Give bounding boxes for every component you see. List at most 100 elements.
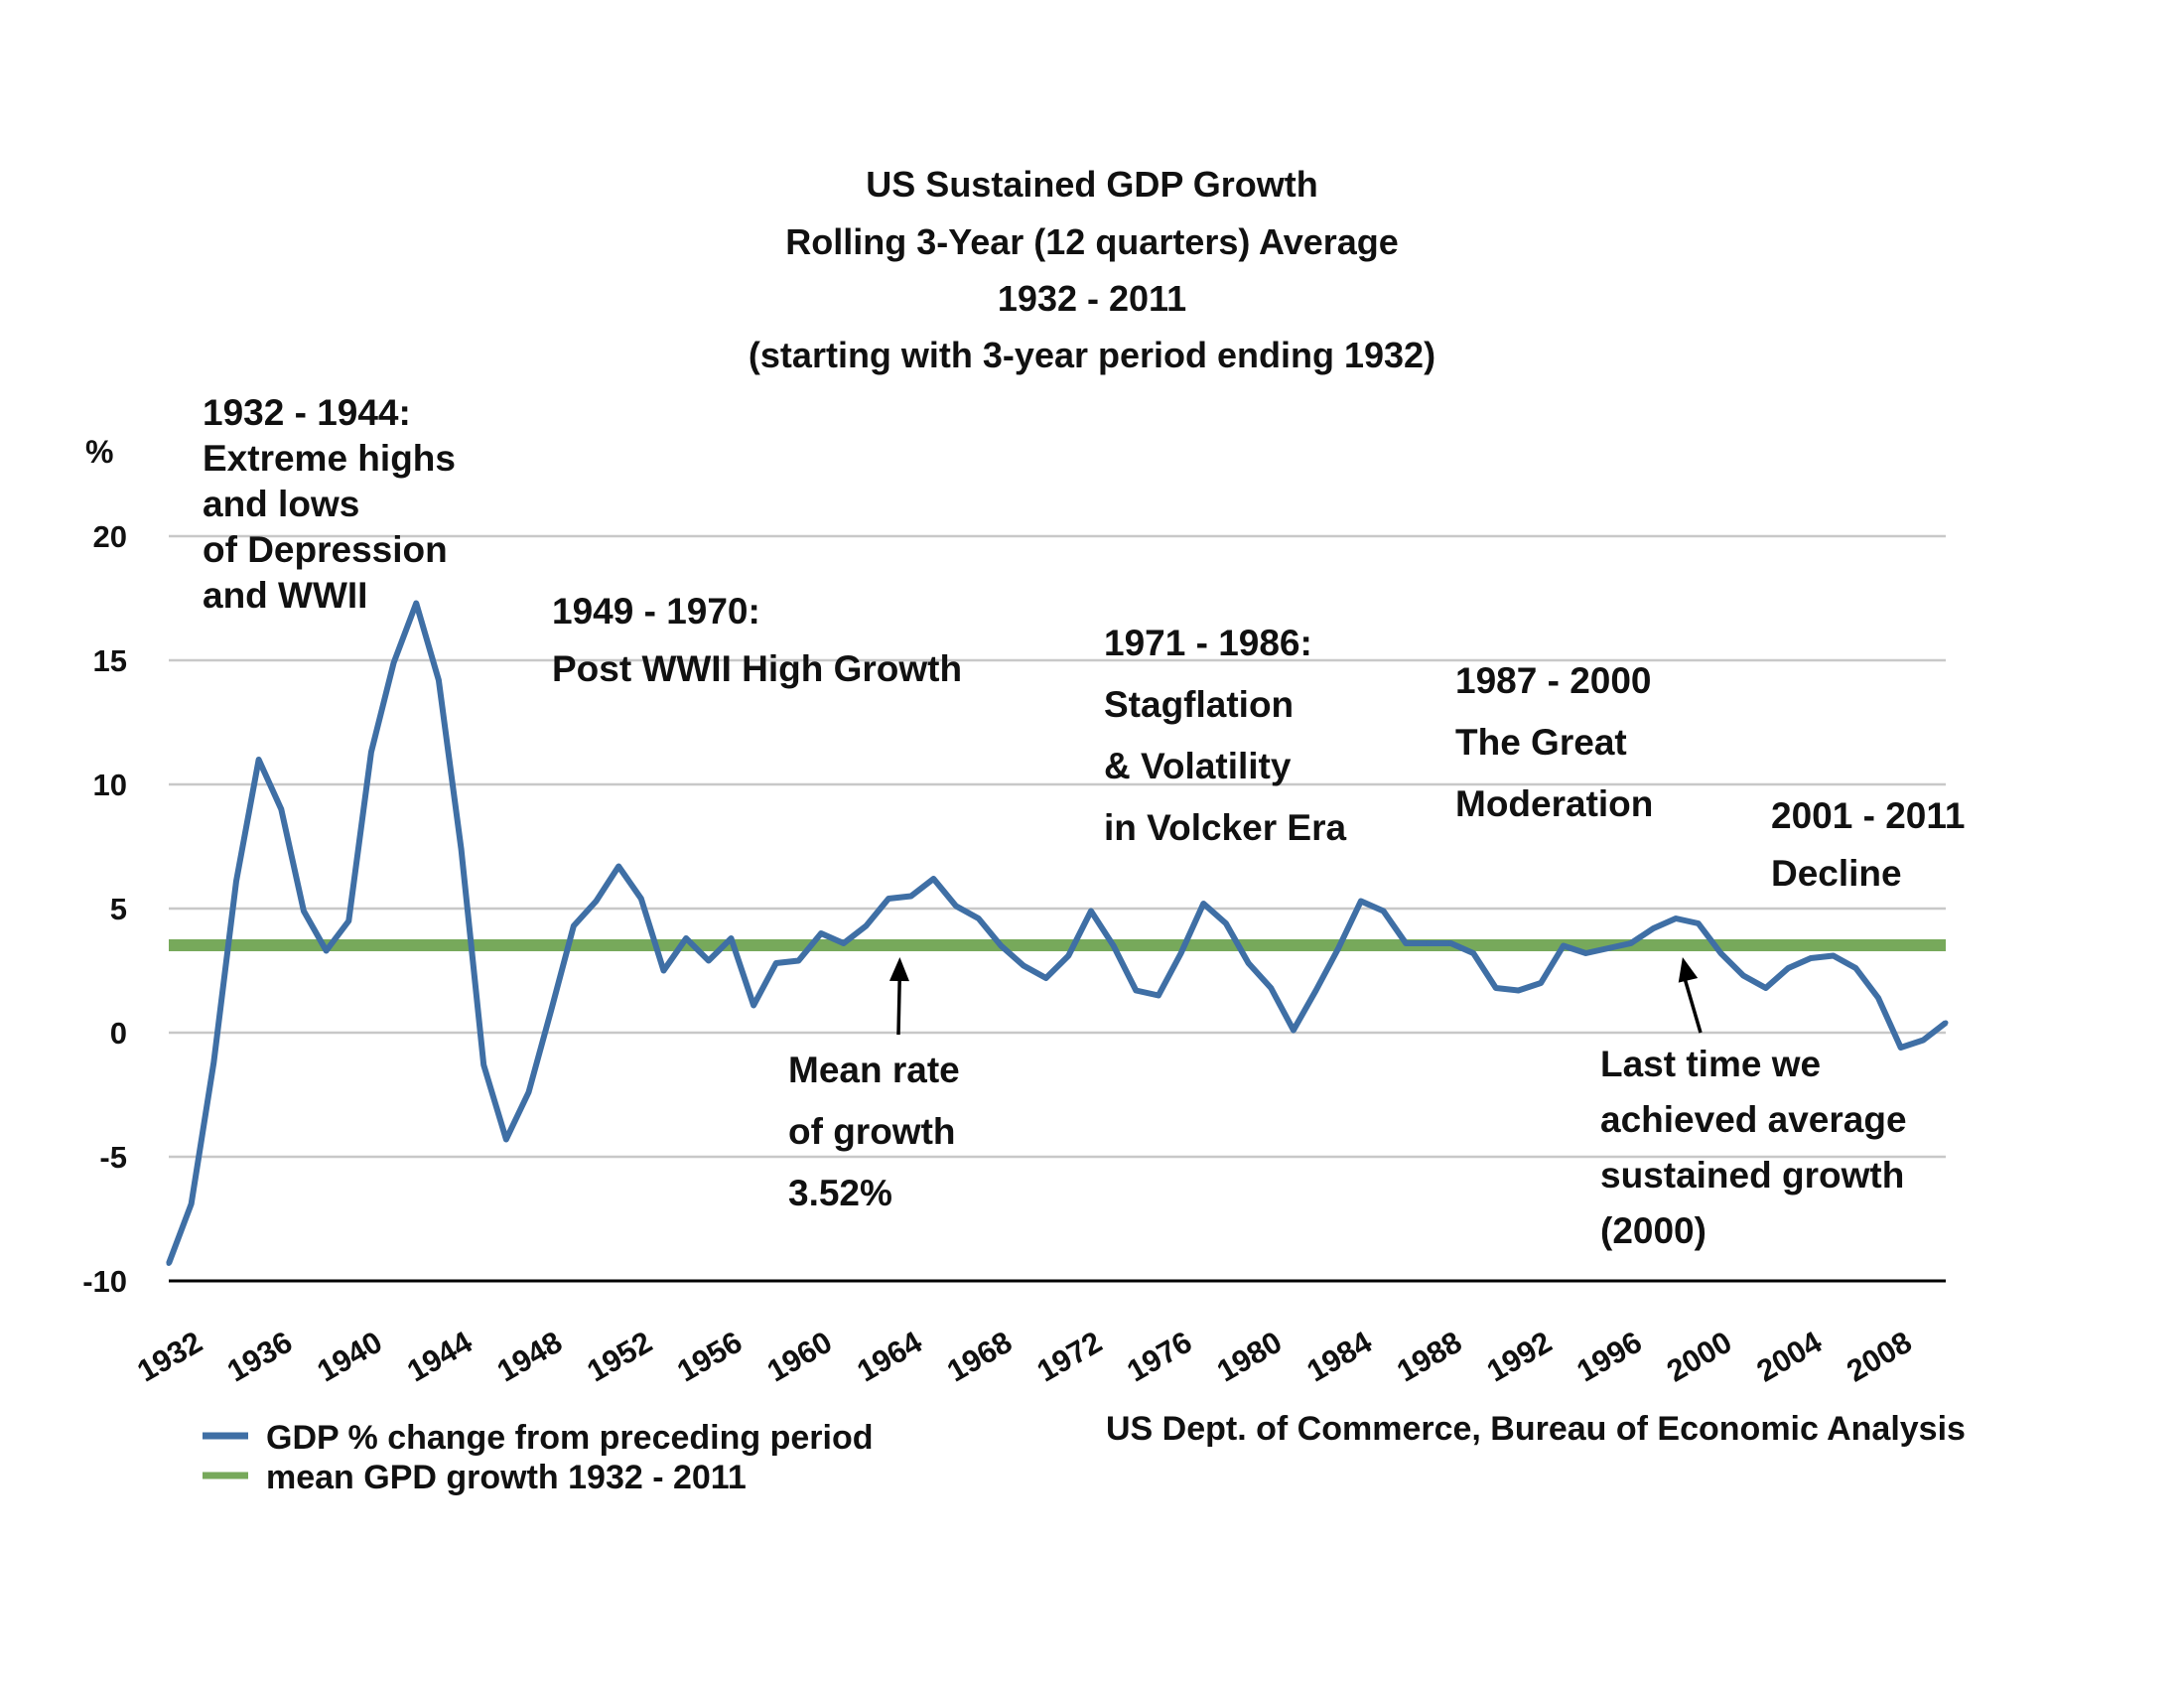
- data-point-gdp: [1898, 1045, 1904, 1051]
- annotation-text-line: The Great: [1455, 722, 1627, 763]
- data-point-gdp: [1065, 953, 1071, 958]
- x-tick-label: 1976: [1121, 1325, 1197, 1389]
- data-point-gdp: [1223, 920, 1229, 926]
- y-tick-label: -10: [82, 1264, 127, 1299]
- x-tick-label: 1944: [401, 1324, 478, 1388]
- x-tick-label: 2008: [1841, 1325, 1917, 1389]
- data-point-gdp: [1763, 985, 1769, 991]
- data-point-gdp: [1628, 940, 1634, 946]
- x-axis-tick-labels: 1932 1936 1940 1944 1948 1952 1956 1960 1964 1968…: [131, 1324, 1917, 1388]
- data-point-gdp: [503, 1137, 509, 1142]
- data-point-gdp: [1043, 975, 1049, 981]
- annotation-text-line: in Volcker Era: [1104, 807, 1346, 848]
- data-point-gdp: [301, 909, 307, 914]
- data-point-gdp: [1178, 950, 1184, 956]
- data-point-gdp: [1673, 915, 1679, 921]
- data-point-gdp: [818, 930, 824, 936]
- data-point-gdp: [638, 896, 644, 902]
- annotation-mean-rate: Mean rate of growth 3.52%: [788, 957, 960, 1213]
- annotation-text-line: 1932 - 1944:: [203, 392, 411, 433]
- data-point-gdp: [1335, 945, 1341, 951]
- legend-label-mean: mean GPD growth 1932 - 2011: [266, 1459, 747, 1496]
- x-tick-label: 1980: [1211, 1325, 1288, 1389]
- annotation-text-line: sustained growth: [1600, 1155, 1904, 1196]
- x-tick-label: 1936: [221, 1325, 298, 1389]
- data-point-gdp: [751, 1003, 756, 1008]
- annotation-arrow-head: [1678, 957, 1699, 983]
- data-point-gdp: [1605, 945, 1611, 951]
- annotation-text-line: 1971 - 1986:: [1104, 623, 1312, 663]
- data-point-gdp: [1111, 943, 1117, 948]
- data-point-gdp: [210, 1059, 216, 1065]
- data-point-gdp: [436, 677, 442, 683]
- x-tick-label: 1964: [851, 1324, 928, 1388]
- data-point-gdp: [189, 1201, 195, 1206]
- data-point-gdp: [1313, 988, 1319, 993]
- data-point-gdp: [683, 935, 689, 941]
- data-point-gdp: [1448, 940, 1454, 946]
- chart-title-line-3: 1932 - 2011: [998, 278, 1186, 319]
- data-point-gdp: [1561, 943, 1567, 948]
- x-tick-label: 1932: [131, 1325, 207, 1389]
- y-tick-label: 15: [93, 643, 127, 678]
- annotation-arrow-shaft: [1681, 970, 1703, 1034]
- annotation-text-line: Stagflation: [1104, 684, 1294, 725]
- annotation-text-line: achieved average: [1600, 1099, 1907, 1140]
- annotation-text-line: of Depression: [203, 529, 448, 570]
- x-tick-label: 2004: [1751, 1324, 1829, 1388]
- y-tick-label: 5: [110, 892, 127, 926]
- data-point-gdp: [413, 601, 419, 606]
- annotation-text-line: Moderation: [1455, 783, 1653, 824]
- y-tick-label: 10: [93, 768, 127, 802]
- series-lines: [166, 600, 1949, 1266]
- data-point-gdp: [1358, 899, 1364, 904]
- chart-title-line-2: Rolling 3-Year (12 quarters) Average: [785, 221, 1399, 262]
- data-point-gdp: [1515, 988, 1521, 993]
- x-tick-label: 1940: [312, 1325, 388, 1389]
- x-tick-label: 1996: [1570, 1325, 1647, 1389]
- annotation-text-line: and WWII: [203, 575, 367, 616]
- data-point-gdp: [795, 958, 801, 963]
- data-point-gdp: [1426, 940, 1432, 946]
- data-point-gdp: [1291, 1028, 1297, 1033]
- data-point-gdp: [660, 968, 666, 973]
- data-point-gdp: [233, 879, 239, 884]
- data-point-gdp: [615, 864, 621, 869]
- y-axis-unit-label: %: [85, 434, 113, 470]
- annotation-text-line: Decline: [1771, 853, 1902, 894]
- data-point-gdp: [459, 846, 465, 852]
- data-point-gdp: [1156, 993, 1161, 998]
- chart-title-line-1: US Sustained GDP Growth: [866, 164, 1317, 205]
- data-point-gdp: [594, 899, 600, 904]
- annotation-arrow-shaft: [896, 970, 902, 1036]
- data-point-gdp: [1470, 950, 1476, 956]
- data-point-gdp: [841, 940, 847, 946]
- data-point-gdp: [324, 948, 330, 953]
- annotation-arrow-head: [888, 957, 909, 982]
- data-point-gdp: [773, 960, 779, 966]
- annotation-text-line: Post WWII High Growth: [552, 648, 962, 689]
- annotation-last-time: Last time we achieved average sustained gr…: [1600, 957, 1907, 1251]
- data-point-gdp: [1831, 953, 1837, 958]
- data-point-gdp: [256, 757, 262, 763]
- data-point-gdp: [1268, 985, 1274, 991]
- data-point-gdp: [998, 943, 1004, 948]
- data-point-gdp: [480, 1062, 486, 1067]
- data-point-gdp: [345, 918, 351, 923]
- data-point-gdp: [1740, 973, 1746, 978]
- annotation-text-line: & Volatility: [1104, 746, 1292, 786]
- data-point-gdp: [278, 806, 284, 812]
- x-tick-label: 1968: [941, 1325, 1018, 1389]
- x-tick-label: 1948: [491, 1325, 568, 1389]
- legend: GDP % change from preceding period mean …: [203, 1419, 874, 1496]
- x-tick-label: 1972: [1031, 1325, 1108, 1389]
- annotation-post-wwii: 1949 - 1970: Post WWII High Growth: [552, 591, 962, 689]
- x-tick-label: 1988: [1391, 1325, 1467, 1389]
- data-point-gdp: [391, 660, 397, 665]
- data-point-gdp: [908, 894, 914, 899]
- annotation-text-line: and lows: [203, 484, 359, 524]
- data-point-gdp: [886, 896, 891, 902]
- data-point-gdp: [1920, 1038, 1926, 1043]
- annotation-text-line: 1949 - 1970:: [552, 591, 760, 632]
- data-point-gdp: [1403, 940, 1409, 946]
